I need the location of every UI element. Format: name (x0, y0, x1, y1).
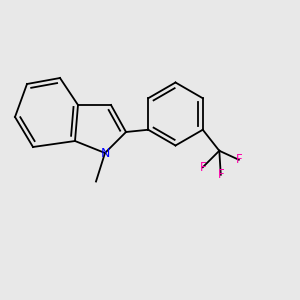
Text: F: F (236, 153, 242, 166)
Text: N: N (100, 147, 110, 160)
Text: F: F (200, 161, 206, 174)
Text: F: F (218, 168, 224, 181)
